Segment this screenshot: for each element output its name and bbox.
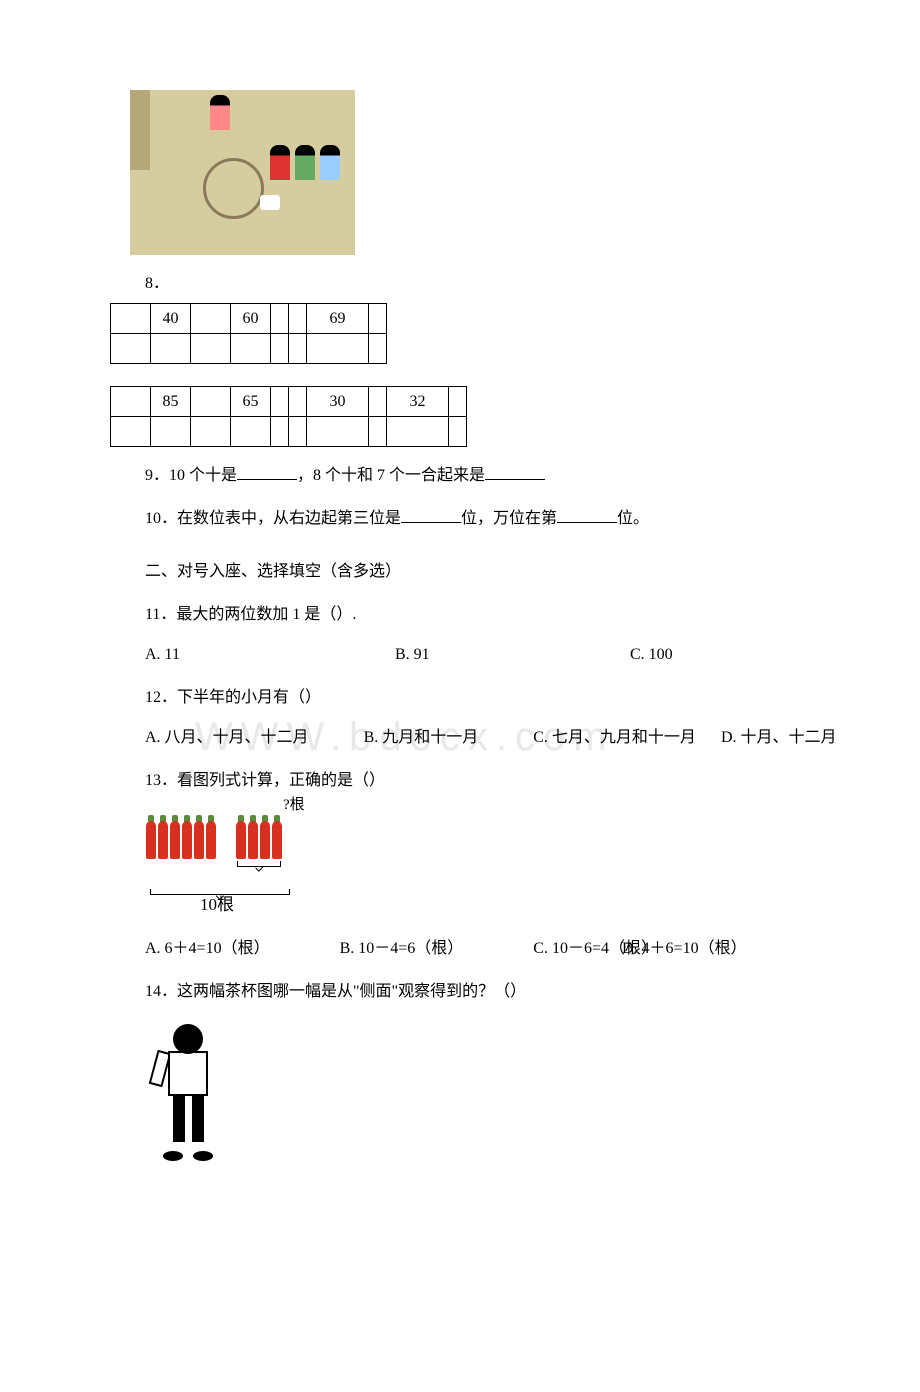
question-14: 14．这两幅茶杯图哪一幅是从"侧面"观察得到的？（） — [145, 978, 880, 1006]
question-11: 11．最大的两位数加 1 是（）. — [145, 601, 880, 629]
table-cell — [449, 387, 467, 417]
table-cell — [271, 304, 289, 334]
table-cell: 60 — [231, 304, 271, 334]
blank — [237, 462, 297, 480]
table-cell — [289, 387, 307, 417]
q11-options: A. 11 B. 91 C. 100 — [145, 641, 880, 669]
question-10: 10．在数位表中，从右边起第三位是 位，万位在第 位。 — [145, 505, 880, 533]
q12-opt-b: B. 九月和十一月 — [364, 724, 479, 752]
table-cell — [289, 417, 307, 447]
q13-opt-a: A. 6＋4=10（根） — [145, 935, 270, 963]
table-cell — [111, 304, 151, 334]
table-cell — [369, 304, 387, 334]
table-cell — [191, 387, 231, 417]
question-12: 12．下半年的小月有（） — [145, 684, 880, 712]
table-cell — [191, 417, 231, 447]
blank — [485, 462, 545, 480]
table-cell: 69 — [307, 304, 369, 334]
table-cell — [289, 334, 307, 364]
table-cell — [271, 417, 289, 447]
table-cell — [111, 417, 151, 447]
q10-text-3: 位。 — [617, 510, 649, 527]
table-cell — [369, 334, 387, 364]
q12-opt-a: A. 八月、十月、十二月 — [145, 724, 309, 752]
q12-opt-d: D. 十月、十二月 — [721, 724, 837, 752]
table-cell — [151, 417, 191, 447]
table-cell: 65 — [231, 387, 271, 417]
jump-rope-image — [130, 90, 355, 255]
person-side-view-image — [145, 1016, 220, 1161]
q9-text-1: 9．10 个十是 — [145, 467, 237, 484]
carrot-diagram: ?根 10根 — [145, 815, 335, 905]
section-2-title: 二、对号入座、选择填空（含多选） — [145, 558, 880, 586]
table-cell — [151, 334, 191, 364]
table-cell: 40 — [151, 304, 191, 334]
q10-text-2: 位，万位在第 — [461, 510, 557, 527]
table-cell — [191, 304, 231, 334]
table-8-a: 40 60 69 — [110, 303, 387, 364]
table-cell — [369, 417, 387, 447]
table-8-b: 85 65 30 32 — [110, 386, 467, 447]
q13-opt-d: D. 4＋6=10（根） — [622, 935, 747, 963]
table-cell — [231, 417, 271, 447]
table-cell — [111, 387, 151, 417]
q13-options: A. 6＋4=10（根） B. 10－4=6（根） C. 10－6=4（根） D… — [145, 935, 880, 963]
q11-opt-b: B. 91 — [395, 641, 630, 669]
table-cell: 30 — [307, 387, 369, 417]
table-cell — [191, 334, 231, 364]
table-cell: 85 — [151, 387, 191, 417]
carrot-label-top: ?根 — [283, 793, 305, 814]
blank — [557, 505, 617, 523]
q12-options: A. 八月、十月、十二月 B. 九月和十一月 C. 七月、九月和十一月 D. 十… — [145, 724, 880, 752]
q13-opt-b: B. 10－4=6（根） — [340, 935, 464, 963]
table-cell — [387, 417, 449, 447]
table-cell — [111, 334, 151, 364]
q12-opt-c: C. 七月、九月和十一月 — [533, 724, 696, 752]
table-cell — [271, 334, 289, 364]
q11-opt-a: A. 11 — [145, 641, 395, 669]
blank — [401, 505, 461, 523]
table-cell — [231, 334, 271, 364]
q10-text-1: 10．在数位表中，从右边起第三位是 — [145, 510, 401, 527]
table-cell — [289, 304, 307, 334]
q9-text-2: ，8 个十和 7 个一合起来是 — [297, 467, 485, 484]
question-9: 9．10 个十是 ，8 个十和 7 个一合起来是 — [145, 462, 880, 490]
question-8-number: 8． — [145, 270, 880, 298]
table-cell — [271, 387, 289, 417]
table-cell — [307, 417, 369, 447]
table-cell: 32 — [387, 387, 449, 417]
table-cell — [307, 334, 369, 364]
q11-opt-c: C. 100 — [630, 641, 673, 669]
carrot-label-bottom: 10根 — [200, 890, 234, 915]
question-13: 13．看图列式计算，正确的是（） — [145, 767, 880, 795]
table-cell — [369, 387, 387, 417]
table-cell — [449, 417, 467, 447]
